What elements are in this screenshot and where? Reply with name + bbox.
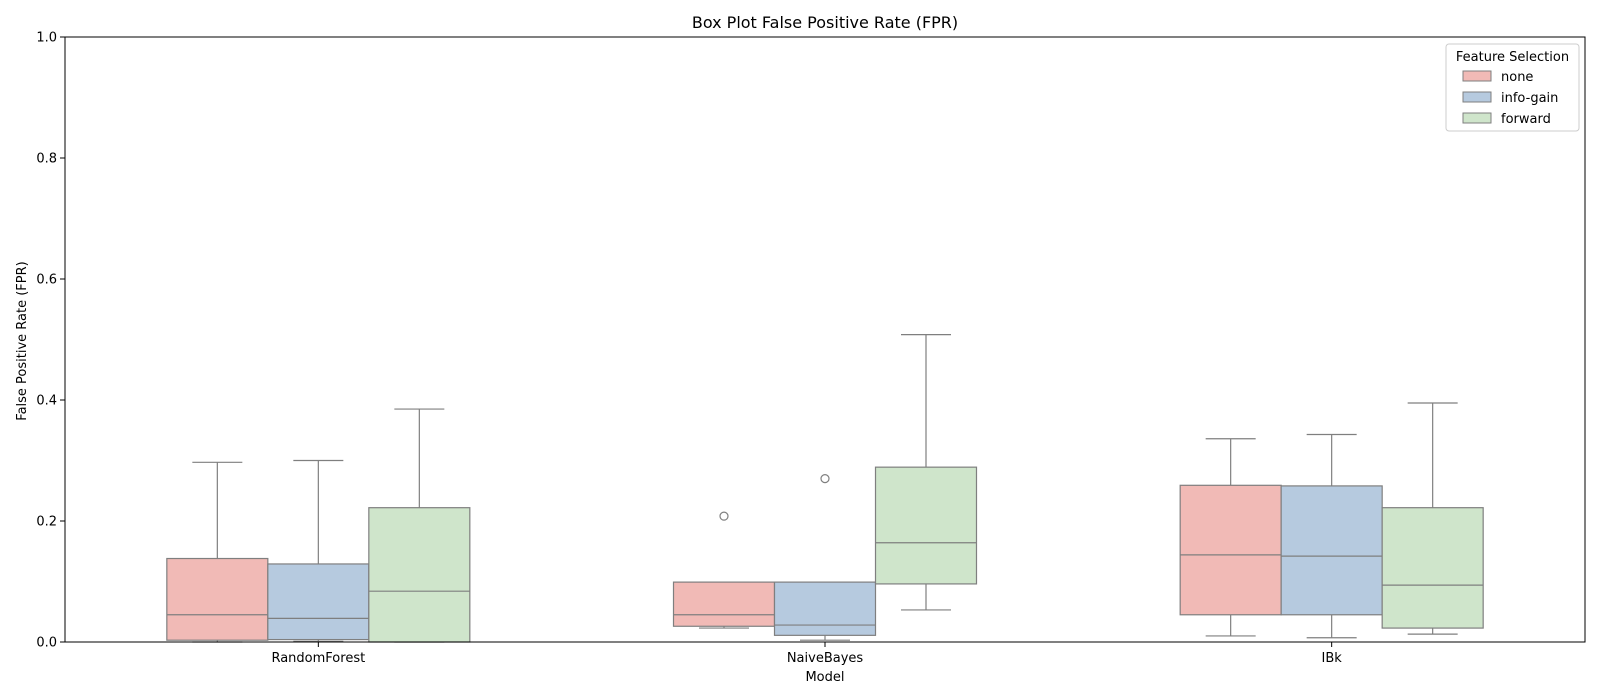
- legend-label-none: none: [1501, 70, 1533, 85]
- y-tick-label: 0.2: [36, 515, 57, 530]
- plot-area: 0.0 0.2 0.4 0.6 0.8 1.0 RandomForest NaiveBayes…: [36, 31, 1586, 666]
- y-tick-label: 0.4: [36, 394, 57, 409]
- y-axis-label: False Positive Rate (FPR): [15, 261, 30, 420]
- x-tick-label: NaiveBayes: [787, 651, 864, 666]
- box-body: [874, 466, 978, 585]
- legend: Feature Selection none info-gain forward: [1445, 43, 1580, 132]
- y-tick-label: 0.0: [36, 636, 57, 651]
- box-info-gain-IBk: [1280, 433, 1383, 639]
- chart-title: Box Plot False Positive Rate (FPR): [692, 13, 958, 32]
- legend-swatch-forward: [1462, 112, 1492, 124]
- legend-title: Feature Selection: [1456, 50, 1569, 65]
- box-body: [1381, 507, 1484, 629]
- box-body: [773, 581, 877, 636]
- legend-swatch-none: [1462, 70, 1492, 82]
- legend-frame: [1445, 43, 1580, 132]
- box-body: [1280, 485, 1383, 616]
- box-body: [368, 507, 471, 643]
- box-info-gain-NaiveBayes: [773, 474, 877, 641]
- x-tick-label: IBk: [1322, 651, 1343, 666]
- y-tick-label: 0.8: [36, 152, 57, 167]
- box-body: [672, 581, 776, 627]
- box-body: [1179, 484, 1282, 616]
- box-body: [267, 563, 370, 641]
- y-tick-label: 1.0: [36, 31, 57, 46]
- x-axis-label: Model: [805, 670, 844, 685]
- outlier-point: [719, 511, 729, 521]
- x-tick-label: RandomForest: [271, 651, 365, 666]
- box-forward-IBk: [1381, 402, 1484, 635]
- outlier-point: [820, 474, 830, 484]
- box-none-NaiveBayes: [672, 511, 776, 629]
- legend-label-info-gain: info-gain: [1501, 91, 1558, 106]
- legend-swatch-info-gain: [1462, 91, 1492, 103]
- box-body: [166, 557, 269, 641]
- box-forward-NaiveBayes: [874, 334, 978, 611]
- box-none-RandomForest: [166, 461, 269, 643]
- legend-label-forward: forward: [1501, 112, 1551, 127]
- box-info-gain-RandomForest: [267, 459, 370, 642]
- box-none-IBk: [1179, 438, 1282, 637]
- box-forward-RandomForest: [368, 408, 471, 643]
- y-tick-label: 0.6: [36, 273, 57, 288]
